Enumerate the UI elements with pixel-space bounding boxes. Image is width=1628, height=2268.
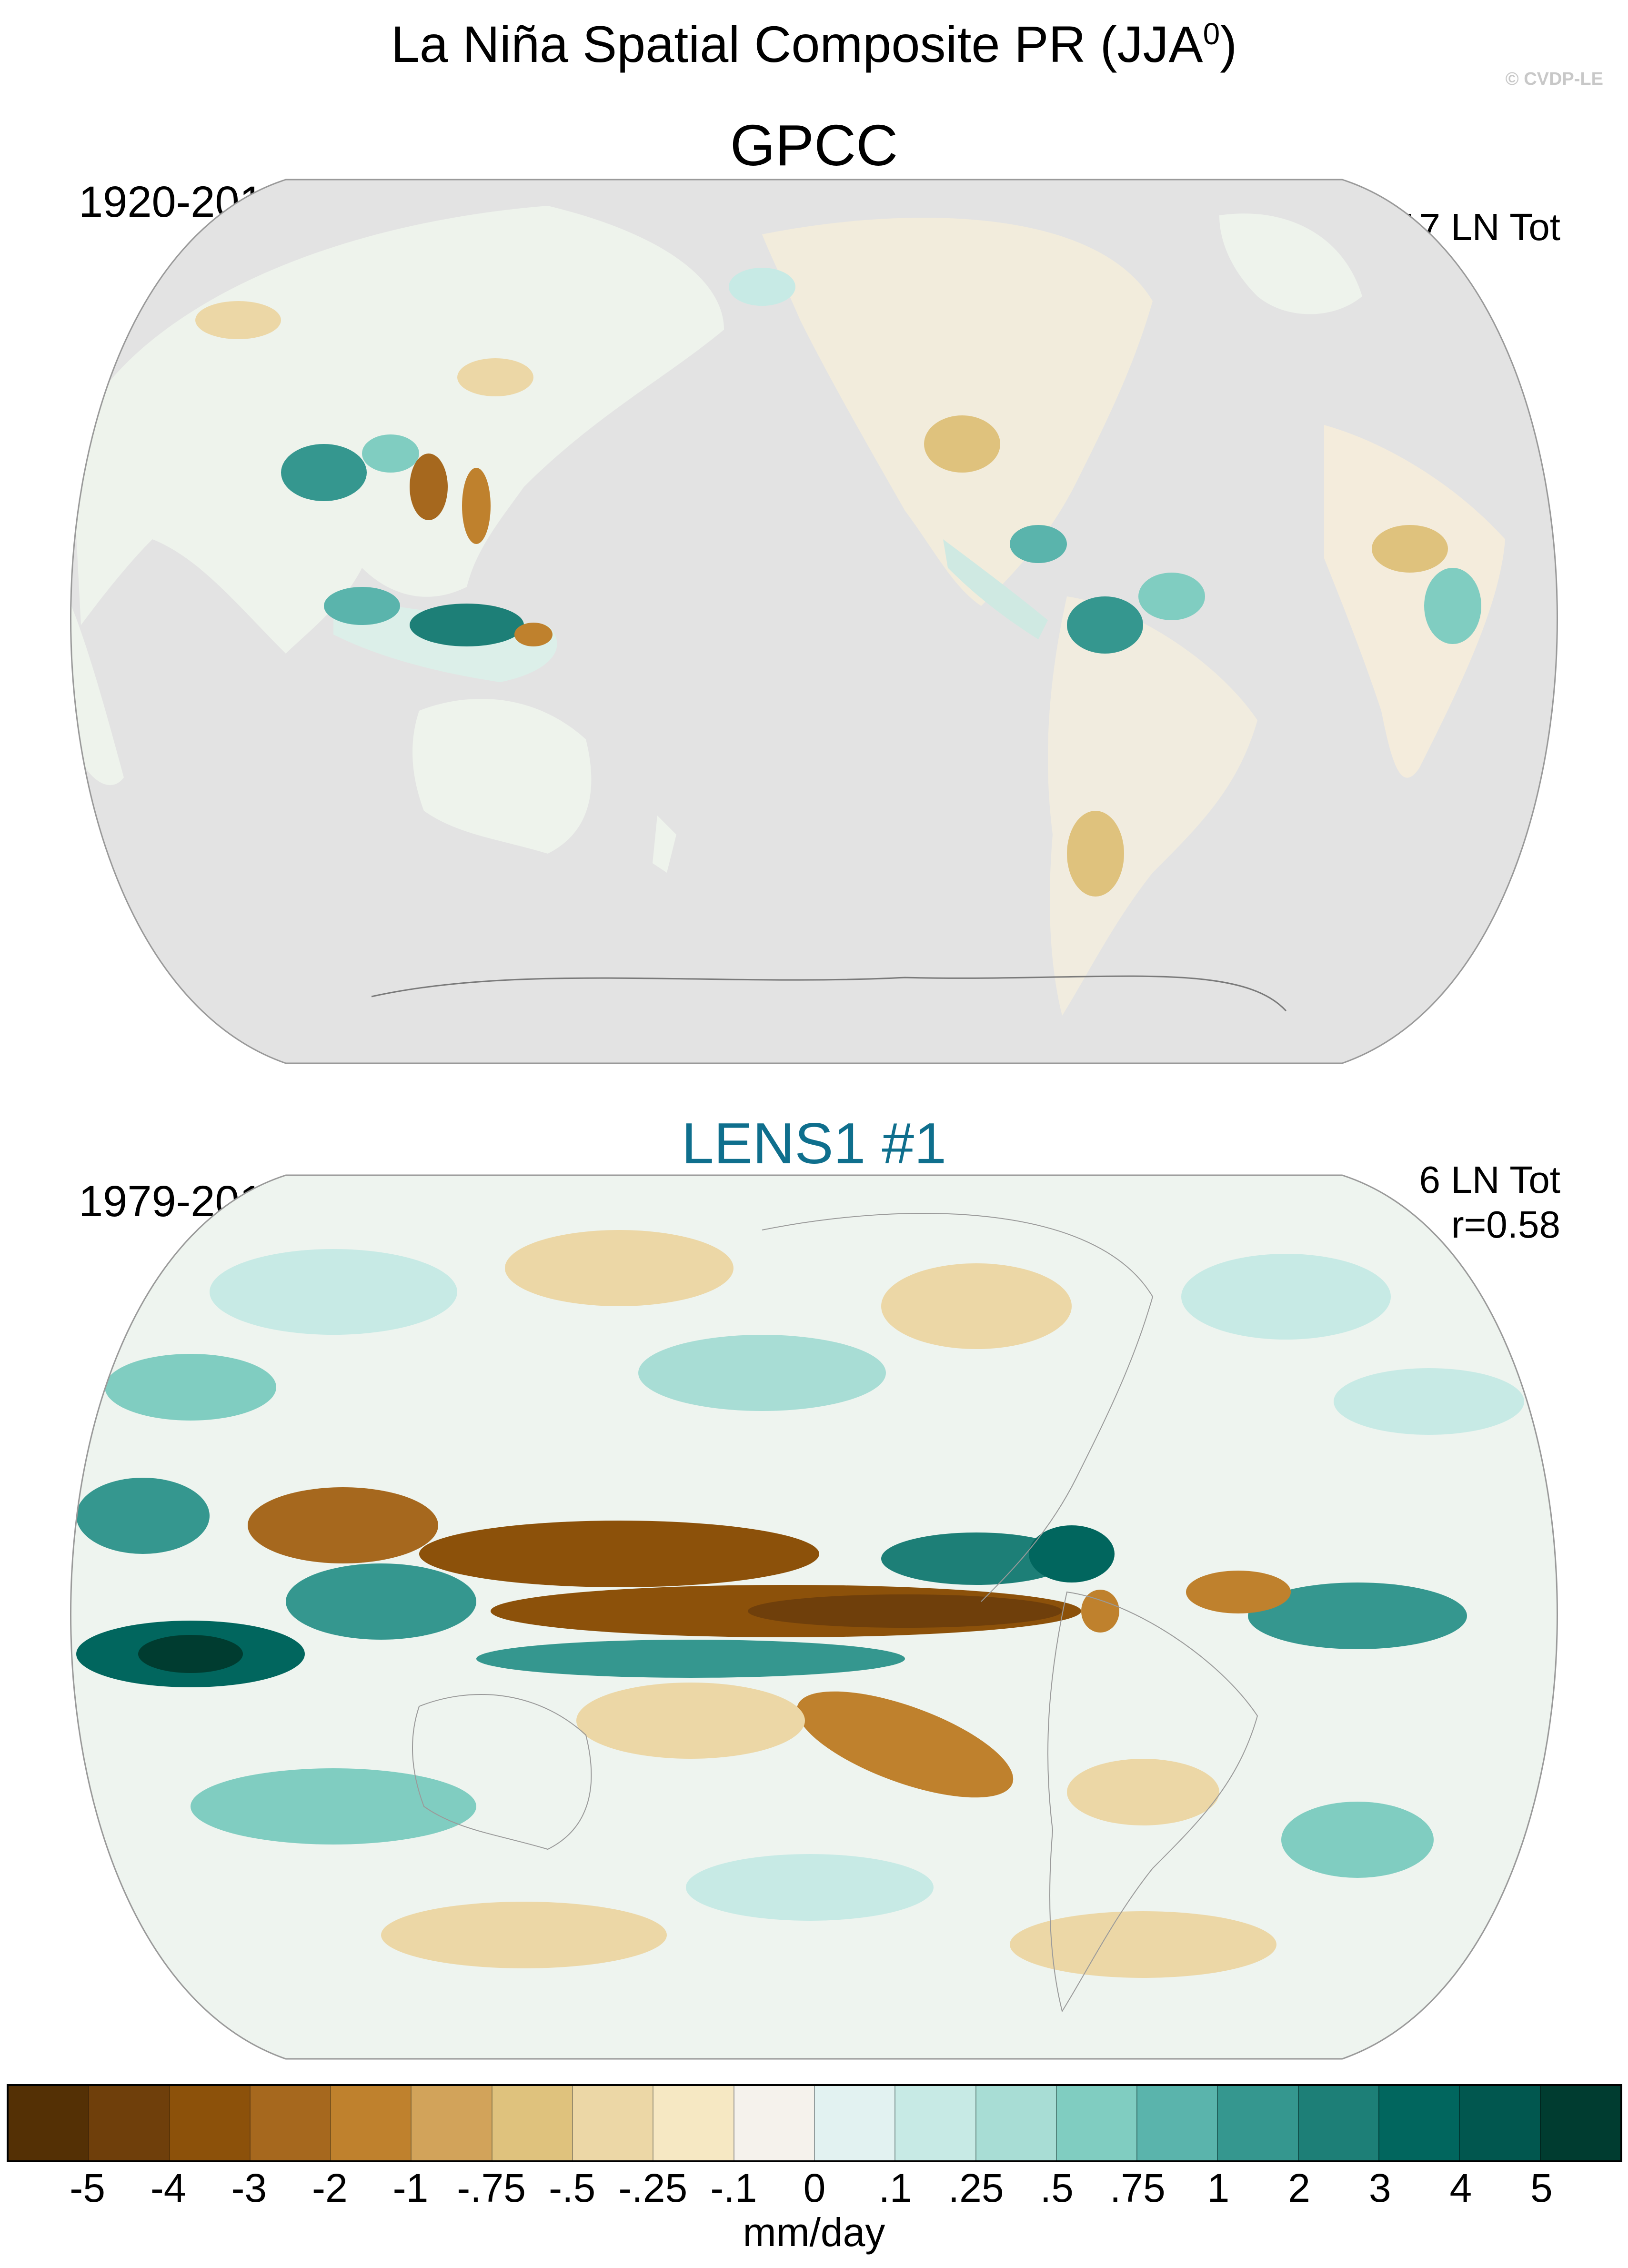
colorbar-swatch [1055, 2086, 1137, 2160]
colorbar-swatch [653, 2086, 734, 2160]
colorbar-tick-label: -2 [312, 2166, 348, 2210]
lens1-map-border [70, 1174, 1558, 2060]
gpcc-land-new-zealand [653, 816, 676, 873]
lens1-coast-north-america [762, 1213, 1154, 1602]
gpcc-land-south-america [1048, 596, 1257, 1016]
credit-text: © CVDP-LE [1505, 69, 1603, 89]
gpcc-land-africa-east [1324, 425, 1505, 778]
colorbar-swatch [88, 2086, 169, 2160]
lens1-signal-field [76, 1230, 1524, 1978]
colorbar-swatch [169, 2086, 250, 2160]
colorbar-tick-label: .5 [1040, 2166, 1074, 2210]
lens1-composite-map [70, 1174, 1558, 2060]
colorbar-tick-label: 1 [1207, 2166, 1230, 2210]
colorbar-tick-label: 2 [1288, 2166, 1310, 2210]
colorbar-swatch [814, 2086, 895, 2160]
colorbar-tick-label: .25 [948, 2166, 1004, 2210]
colorbar-tick-label: -.25 [618, 2166, 688, 2210]
colorbar-swatch [1539, 2086, 1620, 2160]
gpcc-antarctica-coast [371, 975, 1287, 1012]
colorbar [7, 2084, 1622, 2162]
colorbar-swatch [491, 2086, 573, 2160]
colorbar-tick-label: -.5 [549, 2166, 596, 2210]
gpcc-composite-map [70, 179, 1558, 1064]
colorbar-tick-label: -3 [231, 2166, 267, 2210]
gpcc-map-border [70, 179, 1558, 1064]
colorbar-swatch [975, 2086, 1056, 2160]
colorbar-swatch [572, 2086, 653, 2160]
gpcc-land-central-america [943, 539, 1048, 639]
gpcc-land-africa-west [71, 606, 124, 786]
colorbar-swatch [9, 2086, 89, 2160]
colorbar-tick-label: .1 [878, 2166, 912, 2210]
colorbar-swatch [1136, 2086, 1217, 2160]
colorbar-tick-label: -1 [392, 2166, 429, 2210]
gpcc-land-greenland [1219, 213, 1362, 314]
colorbar-swatch [330, 2086, 411, 2160]
colorbar-tick-label: 5 [1530, 2166, 1553, 2210]
colorbar-tick-label: .75 [1110, 2166, 1166, 2210]
lens1-coast-australia [412, 1694, 592, 1850]
event-count-lens1: 6 LN Tot r=0.58 [1419, 1158, 1560, 1247]
colorbar-tick-labels: -5 -4 -3 -2 -1 -.75 -.5 -.25 -.1 0 .1 .25 .5 .75 1 2 3 4 5 [0, 2165, 1628, 2222]
event-count-lens1-line1: 6 LN Tot [1419, 1159, 1560, 1201]
gpcc-land-north-america [762, 218, 1153, 606]
lens1-coast-south-america [1047, 1591, 1258, 2013]
gpcc-signal-patches [195, 268, 1481, 897]
colorbar-swatch [1459, 2086, 1540, 2160]
colorbar-tick-label: 3 [1368, 2166, 1391, 2210]
colorbar-tick-label: -.1 [710, 2166, 757, 2210]
colorbar-tick-label: -5 [70, 2166, 105, 2210]
pattern-correlation: r=0.58 [1451, 1203, 1560, 1246]
colorbar-swatch [733, 2086, 814, 2160]
colorbar-swatch [1297, 2086, 1379, 2160]
colorbar-swatch [894, 2086, 975, 2160]
colorbar-tick-label: 4 [1449, 2166, 1472, 2210]
colorbar-tick-label: 0 [803, 2166, 826, 2210]
panel-title-lens1: LENS1 #1 [681, 1111, 947, 1176]
figure-title: La Niña Spatial Composite PR (JJA0) [391, 15, 1237, 73]
colorbar-tick-label: -4 [150, 2166, 186, 2210]
colorbar-swatch [1378, 2086, 1459, 2160]
colorbar-swatch [1217, 2086, 1298, 2160]
colorbar-units: mm/day [743, 2210, 885, 2255]
gpcc-land-australia [412, 699, 592, 854]
panel-title-gpcc: GPCC [730, 113, 898, 178]
colorbar-swatch [249, 2086, 331, 2160]
colorbar-tick-label: -.75 [457, 2166, 526, 2210]
colorbar-swatch [411, 2086, 492, 2160]
